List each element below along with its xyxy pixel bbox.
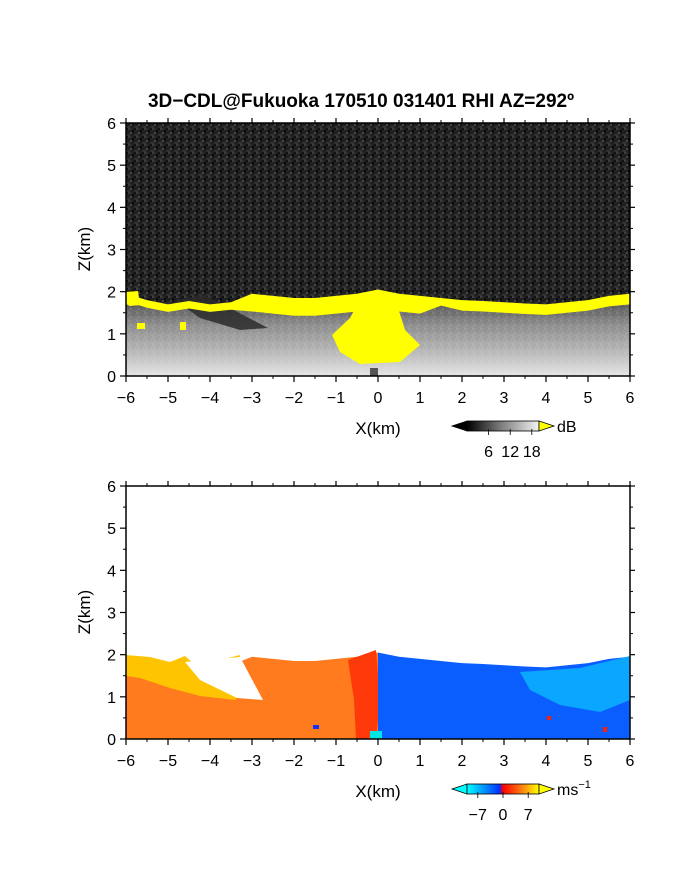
y-tick-label: 1 xyxy=(107,690,116,707)
colorbar-tick-label: 7 xyxy=(524,807,533,824)
velocity-heatmap xyxy=(126,486,630,739)
colorbar-ticks: −7 0 7 xyxy=(469,792,533,824)
reflectivity-x-label: X(km) xyxy=(355,419,400,438)
x-tick-label: 3 xyxy=(500,390,509,407)
reflectivity-axes: −6 −5 −4 −3 −2 −1 0 1 2 3 4 5 6 0 1 2 3 4 5 6 xyxy=(107,116,635,407)
x-tick-label: −1 xyxy=(327,390,345,407)
figure-title: 3D−CDL@Fukuoka 170510 031401 RHI AZ=292º xyxy=(148,91,574,112)
y-tick-label: 1 xyxy=(107,327,116,344)
x-tick-label: 0 xyxy=(374,753,383,770)
y-tick-label: 4 xyxy=(107,563,116,580)
y-tick-label: 5 xyxy=(107,158,116,175)
colorbar-unit: ms−1 xyxy=(557,779,591,799)
reflectivity-y-label: Z(km) xyxy=(75,227,94,271)
reflectivity-heatmap xyxy=(126,123,630,376)
reflectivity-colorbar: 6 12 18 dB xyxy=(450,419,577,461)
velocity-x-label: X(km) xyxy=(355,782,400,801)
x-tick-label: −3 xyxy=(243,753,261,770)
reflectivity-saturated-spot xyxy=(137,323,145,329)
y-tick-label: 4 xyxy=(107,200,116,217)
velocity-axes: −6 −5 −4 −3 −2 −1 0 1 2 3 4 5 6 0 1 2 3 4 5 6 xyxy=(107,479,635,770)
velocity-no-data-notch xyxy=(185,657,263,700)
colorbar-under-triangle xyxy=(450,420,468,432)
y-tick-label: 6 xyxy=(107,116,116,133)
velocity-ground-cyan xyxy=(370,731,382,739)
y-tick-label: 3 xyxy=(107,243,116,260)
x-tick-label: 1 xyxy=(416,390,425,407)
x-tick-label: 2 xyxy=(458,390,467,407)
colorbar-unit: dB xyxy=(557,419,577,436)
reflectivity-saturated-spot xyxy=(180,322,186,330)
y-tick-label: 0 xyxy=(107,732,116,749)
y-tick-label: 2 xyxy=(107,285,116,302)
colorbar-ticks: 6 12 18 xyxy=(484,429,541,461)
x-tick-label: 6 xyxy=(626,753,635,770)
colorbar-over-triangle xyxy=(538,420,556,432)
x-tick-label: −3 xyxy=(243,390,261,407)
colorbar-tick-label: 0 xyxy=(499,807,508,824)
y-tick-label: 0 xyxy=(107,369,116,386)
x-tick-label: 5 xyxy=(584,753,593,770)
velocity-colorbar: −7 0 7 ms−1 xyxy=(450,779,591,824)
x-tick-label: −2 xyxy=(285,390,303,407)
colorbar-tick-label: 6 xyxy=(484,444,493,461)
colorbar-tick-label: −7 xyxy=(469,807,487,824)
y-tick-label: 5 xyxy=(107,521,116,538)
colorbar-over-triangle xyxy=(538,783,556,795)
x-tick-label: −4 xyxy=(201,390,219,407)
colorbar-unit-base: ms xyxy=(557,782,578,799)
velocity-y-label: Z(km) xyxy=(75,590,94,634)
x-tick-label: 2 xyxy=(458,753,467,770)
velocity-red-strip xyxy=(348,650,380,739)
x-tick-label: 3 xyxy=(500,753,509,770)
x-tick-label: −5 xyxy=(159,753,177,770)
velocity-light-blue xyxy=(520,656,630,712)
reflectivity-ground-echo xyxy=(370,368,378,376)
velocity-red-speck xyxy=(547,716,551,720)
colorbar-under-triangle xyxy=(450,783,468,795)
x-tick-label: 0 xyxy=(374,390,383,407)
reflectivity-saturated-plume xyxy=(332,298,420,364)
x-tick-label: 4 xyxy=(542,390,551,407)
velocity-panel: −6 −5 −4 −3 −2 −1 0 1 2 3 4 5 6 0 1 2 3 4 5 6 X(km) Z(km) −… xyxy=(75,479,635,824)
x-tick-label: 6 xyxy=(626,390,635,407)
colorbar-gradient xyxy=(466,420,540,432)
x-tick-label: 4 xyxy=(542,753,551,770)
y-tick-label: 2 xyxy=(107,648,116,665)
velocity-red-speck xyxy=(603,727,607,732)
x-tick-label: −1 xyxy=(327,753,345,770)
x-tick-label: −2 xyxy=(285,753,303,770)
velocity-blue-speck xyxy=(313,725,319,729)
colorbar-tick-label: 18 xyxy=(523,444,541,461)
x-tick-label: −4 xyxy=(201,753,219,770)
y-tick-label: 3 xyxy=(107,606,116,623)
x-tick-label: −5 xyxy=(159,390,177,407)
colorbar-tick-label: 12 xyxy=(501,444,519,461)
x-tick-label: 1 xyxy=(416,753,425,770)
colorbar-unit-exponent: −1 xyxy=(578,779,591,791)
x-tick-label: −6 xyxy=(117,753,135,770)
x-tick-label: −6 xyxy=(117,390,135,407)
x-tick-label: 5 xyxy=(584,390,593,407)
reflectivity-saturated-left xyxy=(126,291,140,306)
y-tick-label: 6 xyxy=(107,479,116,496)
